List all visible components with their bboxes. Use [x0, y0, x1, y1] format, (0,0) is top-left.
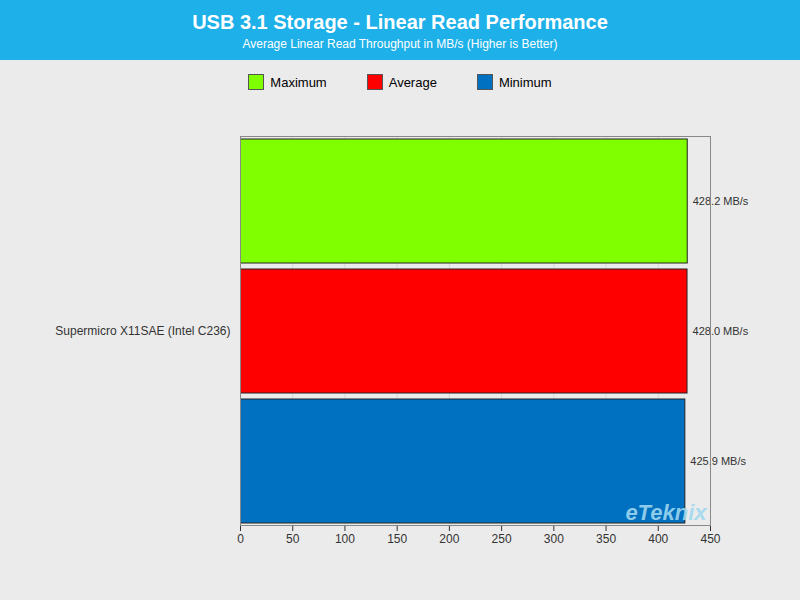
svg-text:eTeknix: eTeknix [625, 500, 707, 525]
svg-text:350: 350 [596, 532, 616, 546]
svg-text:250: 250 [492, 532, 512, 546]
svg-text:0: 0 [237, 532, 244, 546]
svg-text:450: 450 [700, 532, 720, 546]
svg-text:100: 100 [335, 532, 355, 546]
svg-text:150: 150 [387, 532, 407, 546]
html-text:Average: Average [388, 74, 437, 90]
svg-text:400: 400 [648, 532, 668, 546]
svg-text:425.9 MB/s: 425.9 MB/s [690, 455, 746, 467]
html-text:Maximum: Maximum [270, 74, 327, 90]
svg-text:300: 300 [544, 532, 564, 546]
svg-text:428.2 MB/s: 428.2 MB/s [693, 195, 749, 207]
svg-text:428.0 MB/s: 428.0 MB/s [693, 325, 749, 337]
html-text:Average Linear Read Throughput: Average Linear Read Throughput in MB/s (… [242, 37, 558, 51]
svg-text:200: 200 [439, 532, 459, 546]
svg-text:50: 50 [286, 532, 300, 546]
html-text:Minimum: Minimum [498, 74, 552, 90]
html-text:USB 3.1 Storage - Linear Read: USB 3.1 Storage - Linear Read Performanc… [192, 11, 608, 33]
svg-text:Supermicro X11SAE (Intel C236): Supermicro X11SAE (Intel C236) [55, 324, 230, 338]
